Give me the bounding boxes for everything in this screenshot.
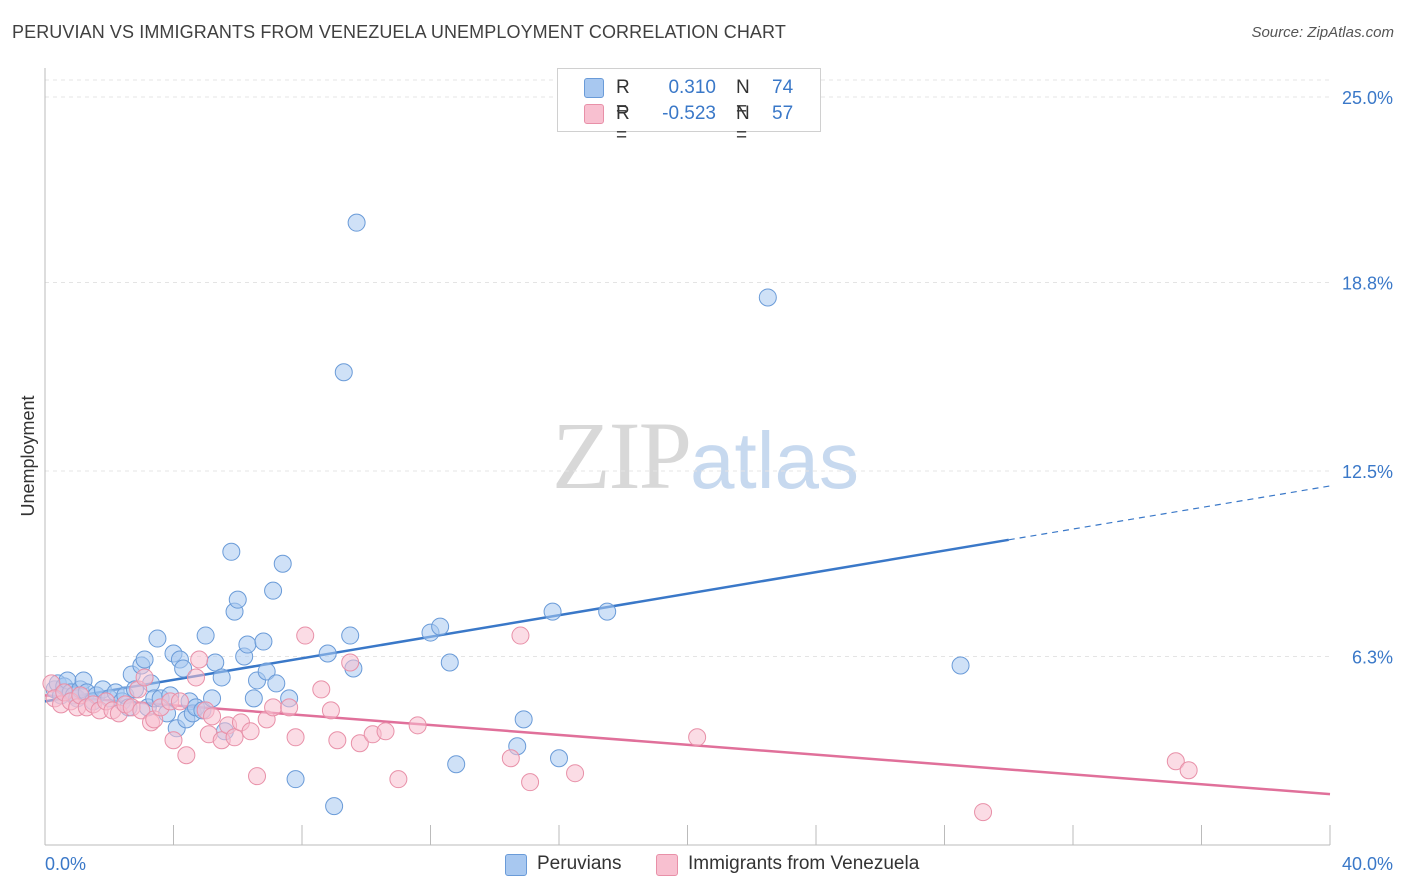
point-peruvian — [228, 590, 247, 609]
point-peruvian — [286, 770, 305, 789]
point-peruvian — [550, 749, 568, 768]
watermark-zip: ZIP — [552, 402, 692, 509]
point-venezuela — [341, 653, 360, 672]
legend-r-label: R = — [616, 103, 630, 146]
trend-line-peruvians — [44, 538, 1009, 703]
point-venezuela — [511, 626, 530, 645]
point-peruvian — [238, 635, 257, 654]
point-peruvian — [334, 363, 353, 382]
bottom-legend-swatch-peruvians — [505, 854, 527, 876]
point-peruvian — [196, 626, 215, 645]
point-peruvian — [347, 213, 366, 232]
y-axis-label: Unemployment — [18, 395, 38, 516]
point-peruvian — [264, 581, 283, 600]
point-venezuela — [321, 701, 340, 720]
correlation-legend: R = 0.310 N = 74 R = -0.523 N = 57 — [557, 68, 821, 146]
legend-n-label: N = — [736, 77, 750, 120]
point-venezuela — [974, 803, 993, 822]
point-venezuela — [501, 749, 520, 768]
axis-labels: 6.3% 12.5% 18.8% 25.0% 0.0% 40.0% Unemployment — [18, 88, 1393, 874]
point-peruvian — [148, 629, 167, 648]
point-venezuela — [248, 767, 267, 786]
point-venezuela — [408, 716, 427, 735]
point-venezuela — [296, 626, 315, 645]
source-credit: Source: ZipAtlas.com — [1251, 24, 1394, 41]
point-venezuela — [280, 698, 299, 717]
trend-lines — [44, 485, 1331, 796]
point-peruvian — [951, 656, 970, 675]
bottom-legend-label-peruvians: Peruvians — [537, 853, 622, 874]
point-venezuela — [521, 773, 540, 792]
point-peruvian — [514, 710, 533, 729]
legend-n-value: 57 — [772, 103, 794, 124]
point-peruvian — [318, 644, 337, 663]
point-venezuela — [688, 728, 707, 747]
point-peruvian — [273, 554, 292, 573]
grid-lines — [45, 79, 1330, 658]
point-peruvian — [135, 650, 154, 669]
point-peruvian — [431, 617, 450, 636]
trend-line-peruvians-extension — [1008, 485, 1331, 541]
point-venezuela — [328, 731, 347, 750]
y-tick-label: 25.0% — [1342, 88, 1393, 108]
point-venezuela — [225, 728, 244, 747]
point-peruvian — [244, 689, 263, 708]
point-venezuela — [566, 764, 585, 783]
watermark: ZIPatlas — [552, 400, 859, 511]
legend-n-value: 74 — [772, 77, 794, 98]
point-venezuela — [203, 707, 222, 726]
trend-line-venezuela — [44, 694, 1331, 796]
point-venezuela — [164, 731, 183, 750]
point-venezuela — [241, 722, 260, 741]
point-venezuela — [350, 734, 369, 753]
x-tick-label: 40.0% — [1342, 854, 1393, 874]
point-peruvian — [447, 755, 466, 774]
point-peruvian — [341, 626, 360, 645]
point-venezuela — [389, 770, 408, 789]
point-venezuela — [264, 698, 283, 717]
watermark-atlas: atlas — [690, 416, 859, 505]
legend-n-label: N = — [736, 103, 750, 146]
point-venezuela — [135, 668, 154, 687]
data-points — [42, 213, 1198, 822]
point-venezuela — [376, 722, 395, 741]
point-peruvian — [174, 659, 193, 678]
chart-title: PERUVIAN VS IMMIGRANTS FROM VENEZUELA UN… — [12, 22, 786, 42]
point-peruvian — [212, 668, 231, 687]
axes — [44, 68, 1331, 846]
point-venezuela — [170, 692, 189, 711]
point-peruvian — [543, 602, 562, 621]
bottom-legend-label-venezuela: Immigrants from Venezuela — [688, 853, 920, 874]
point-peruvian — [267, 674, 286, 693]
point-peruvian — [257, 662, 276, 681]
legend-r-value: -0.523 — [662, 103, 716, 124]
legend-swatch-peruvians — [584, 78, 604, 98]
point-peruvian — [325, 797, 344, 816]
point-peruvian — [222, 542, 241, 561]
point-venezuela — [1166, 752, 1185, 771]
bottom-legend-swatch-venezuela — [656, 854, 678, 876]
x-tick-label: 0.0% — [45, 854, 86, 874]
point-peruvian — [758, 288, 777, 307]
point-venezuela — [312, 680, 331, 699]
y-tick-label: 12.5% — [1342, 462, 1393, 482]
point-peruvian — [598, 602, 617, 621]
point-venezuela — [177, 746, 196, 765]
point-venezuela — [186, 668, 205, 687]
point-venezuela — [190, 650, 209, 669]
point-peruvian — [440, 653, 459, 672]
legend-r-label: R = — [616, 77, 630, 120]
point-venezuela — [132, 701, 151, 720]
legend-swatch-venezuela — [584, 104, 604, 124]
point-peruvian — [206, 653, 225, 672]
y-tick-label: 18.8% — [1342, 274, 1393, 294]
point-venezuela — [1179, 761, 1198, 780]
point-venezuela — [286, 728, 305, 747]
legend-r-value: 0.310 — [668, 77, 716, 98]
y-tick-label: 6.3% — [1352, 648, 1393, 668]
point-peruvian — [254, 632, 273, 651]
